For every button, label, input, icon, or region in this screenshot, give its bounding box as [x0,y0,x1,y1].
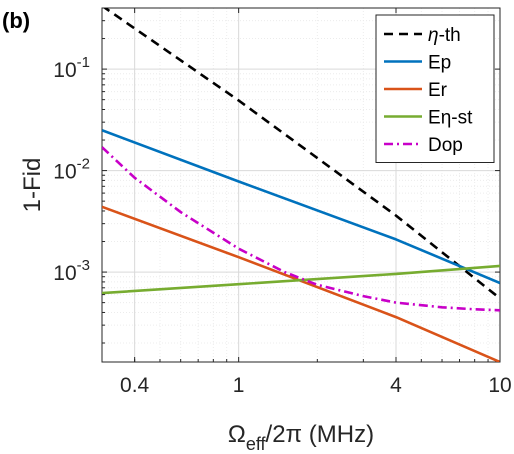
legend-label: Er [428,80,448,101]
legend-label: Ep [428,53,451,74]
x-tick-label: 0.4 [120,374,150,397]
legend-label: η-th [428,25,461,46]
panel-label: (b) [2,8,31,33]
y-tick-label: 10-3 [53,257,90,285]
series-line-dop [102,146,500,312]
series-line-ep [102,128,500,285]
y-tick-label: 10-1 [53,54,90,82]
legend-label: Eη-st [428,108,473,129]
legend-label: Dop [428,135,463,156]
y-axis-label: 1-Fid [19,158,46,213]
plot-frame [101,7,501,363]
series-group [102,8,500,362]
series-line-e-st [102,264,500,295]
legend: η-th Ep Er Eη-st Dop [375,14,495,163]
series-line-er [102,205,500,362]
y-tick-label: 10-2 [53,156,90,184]
x-tick-label: 4 [390,374,402,397]
x-tick-label: 10 [488,374,511,397]
series-line--th [102,8,500,300]
x-axis-label: Ωeff/2π (MHz) [228,421,374,454]
grid-lines [101,7,501,362]
x-tick-label: 1 [233,374,245,397]
